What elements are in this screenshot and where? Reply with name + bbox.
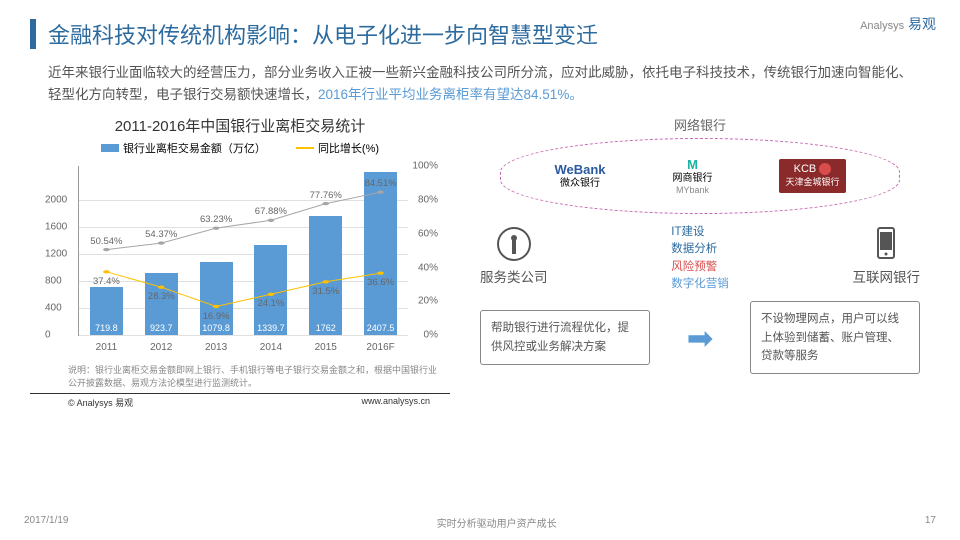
capability-list: IT建设数据分析风险预警数字化营销 (671, 224, 729, 293)
internet-bank-col: 互联网银行 (853, 224, 921, 286)
title-accent-bar (30, 19, 36, 49)
arrow-right-icon: ➡ (687, 319, 714, 357)
mobile-icon (866, 224, 906, 264)
bank-bubble: WeBank微众银行 M网商银行MYbank KCB 天津金城银行 (500, 138, 900, 214)
combo-chart: 04008001200160020000%20%40%60%80%100%719… (40, 158, 440, 358)
service-box: 帮助银行进行流程优化，提供风控或业务解决方案 (480, 310, 650, 365)
touch-icon (494, 224, 534, 264)
description: 近年来银行业面临较大的经营压力，部分业务收入正被一些新兴金融科技公司所分流，应对… (0, 58, 960, 115)
page-footer: 2017/1/19 实时分析驱动用户资产成长 17 (24, 515, 936, 530)
chart-legend: 银行业离柜交易金额（万亿） 同比增长(%) (30, 140, 450, 156)
brand-logo: Analysys 易观 (860, 14, 936, 34)
bank-webank: WeBank微众银行 (554, 162, 605, 190)
netbank-box: 不设物理网点，用户可以线上体验到储蓄、账户管理、贷款等服务 (750, 301, 920, 374)
page-title: 金融科技对传统机构影响：从电子化进一步向智慧型变迁 (48, 18, 598, 50)
bank-mybank: M网商银行MYbank (673, 157, 713, 195)
netbank-label: 网络银行 (470, 115, 930, 134)
chart-note: 说明：银行业离柜交易金额即网上银行、手机银行等电子银行交易金额之和，根据中国银行… (30, 358, 450, 391)
bank-kcb: KCB 天津金城银行 (779, 159, 845, 193)
service-company-col: 服务类公司 (480, 224, 548, 286)
chart-footer: © Analysys 易观www.analysys.cn (30, 393, 450, 409)
chart-title: 2011-2016年中国银行业离柜交易统计 (30, 115, 450, 136)
